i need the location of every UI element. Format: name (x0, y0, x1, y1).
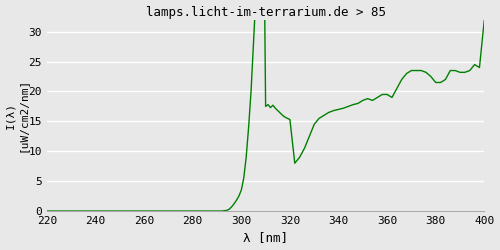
Title: lamps.licht-im-terrarium.de > 85: lamps.licht-im-terrarium.de > 85 (146, 6, 386, 18)
X-axis label: λ [nm]: λ [nm] (243, 232, 288, 244)
Y-axis label: I(λ)
[uW/cm2/nm]: I(λ) [uW/cm2/nm] (6, 78, 27, 152)
